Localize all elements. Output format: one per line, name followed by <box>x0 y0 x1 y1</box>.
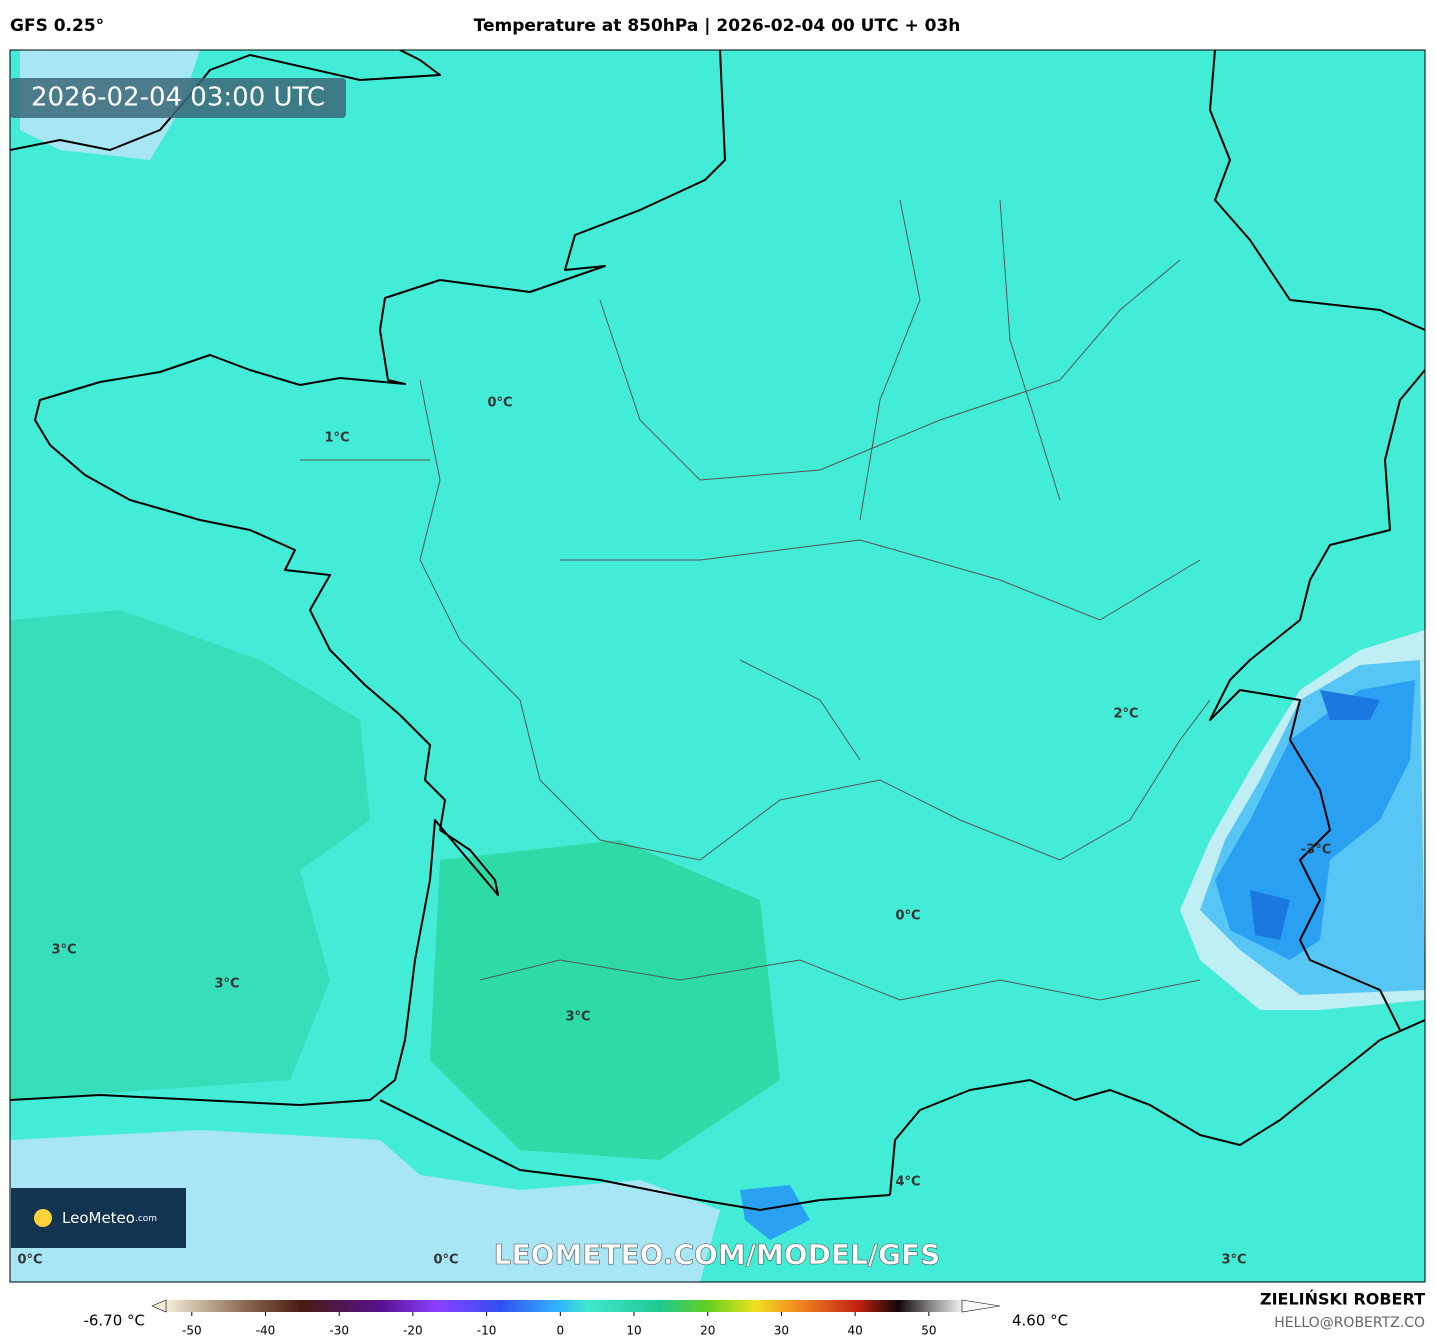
logo-name: LeoMeteo <box>62 1209 135 1227</box>
contour-label: 3°C <box>565 1010 590 1025</box>
colorbar-tick-label: -50 <box>182 1324 202 1338</box>
colorbar-tick-label: 50 <box>921 1324 936 1338</box>
contour-label: -3°C <box>1301 843 1331 858</box>
colorbar-max: 4.60 °C <box>1012 1312 1068 1330</box>
colorbar-min: -6.70 °C <box>83 1312 145 1330</box>
region-border <box>300 199 1211 1001</box>
colorbar-tick-label: 0 <box>556 1324 564 1338</box>
map <box>10 50 1425 1282</box>
colorbar-tick-label: 30 <box>774 1324 789 1338</box>
cold-area <box>740 1185 810 1240</box>
coastline <box>10 50 441 151</box>
contour-label: 0°C <box>17 1253 42 1268</box>
contour-label: 0°C <box>433 1253 458 1268</box>
coastline <box>889 1019 1425 1196</box>
map-title: Temperature at 850hPa | 2026-02-04 00 UT… <box>474 16 961 36</box>
contour-label: 3°C <box>51 943 76 958</box>
contour-label: 3°C <box>214 977 239 992</box>
colorbar: -50 -40 -30 -20 -10 0 10 20 30 40 50 <box>151 1299 1001 1338</box>
colorbar-high-end <box>961 1299 1001 1313</box>
cold-core <box>1250 690 1380 940</box>
warm-area <box>10 610 370 1100</box>
contour-label: 0°C <box>487 396 512 411</box>
warm-area <box>430 840 780 1160</box>
contour-label: 1°C <box>324 431 349 446</box>
national-border <box>379 50 1425 1211</box>
colorbar-tick-label: -10 <box>477 1324 497 1338</box>
contour-label: 2°C <box>1113 707 1138 722</box>
logo-suffix: .com <box>135 1214 157 1224</box>
logo-text: LeoMeteo.com <box>62 1209 157 1227</box>
map-frame <box>9 49 1426 1283</box>
colorbar-tick-label: 40 <box>847 1324 862 1338</box>
valid-time: 2026-02-04 03:00 UTC <box>31 83 325 113</box>
contact: HELLO@ROBERTZ.CO <box>1274 1315 1425 1331</box>
cold-core <box>1215 680 1415 960</box>
contour-label: 4°C <box>895 1175 920 1190</box>
time-badge <box>10 78 346 118</box>
contour-labels: 0°C 1°C 2°C -3°C 0°C 3°C 3°C 3°C 4°C 0°C… <box>17 396 1331 1268</box>
colorbar-scale <box>166 1300 962 1312</box>
colorbar-tick-label: -40 <box>256 1324 276 1338</box>
colorbar-tick-label: -30 <box>329 1324 349 1338</box>
colorbar-tick-label: -20 <box>403 1324 423 1338</box>
colorbar-low-end <box>151 1299 167 1313</box>
colorbar-tick-label: 20 <box>700 1324 715 1338</box>
watermark: LEOMETEO.COM/MODEL/GFS <box>494 1238 941 1271</box>
colorbar-tick-label: 10 <box>626 1324 641 1338</box>
contour-label: 3°C <box>1221 1253 1246 1268</box>
coastline <box>10 50 726 1106</box>
logo-sun <box>34 1209 52 1227</box>
contour-label: 0°C <box>895 909 920 924</box>
author: ZIELIŃSKI ROBERT <box>1260 1290 1425 1309</box>
model-label: GFS 0.25° <box>10 16 104 36</box>
cold-area <box>10 1130 720 1282</box>
